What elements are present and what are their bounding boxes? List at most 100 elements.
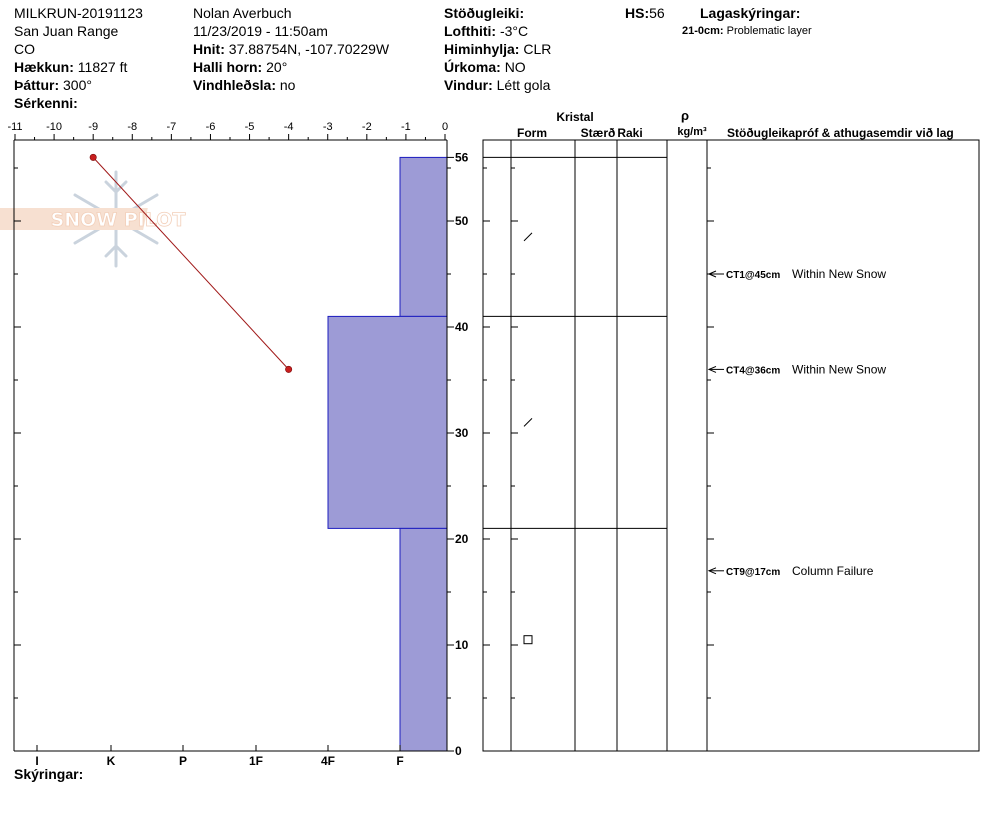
features: Sérkenni: [14, 94, 143, 112]
snowpilot-logo: SNOW PILOT [0, 170, 186, 268]
tests-header: Stöðugleikapróf & athugasemdir við lag [727, 126, 954, 140]
sky-cover-label: Himinhylja: [444, 41, 520, 57]
temperature-point [285, 365, 293, 373]
test-code: CT9@17cm [726, 567, 780, 578]
sky-cover: Himinhylja: CLR [444, 40, 551, 58]
temp-tick-label: -9 [88, 121, 98, 133]
crystal-header: Kristal [556, 110, 593, 124]
test-code: CT1@45cm [726, 270, 780, 281]
elevation-value: 11827 ft [77, 59, 128, 75]
wind-loading: Vindhleðsla: no [193, 76, 389, 94]
layer-note-text: Problematic layer [726, 25, 812, 37]
hardness-tick-label: K [107, 754, 116, 768]
temp-tick-label: -3 [323, 121, 333, 133]
depth-tick-label: 10 [455, 638, 469, 652]
elevation: Hækkun: 11827 ft [14, 58, 143, 76]
test-arrow-head [707, 270, 717, 278]
aspect: Þáttur: 300° [14, 76, 143, 94]
coordinates: Hnit: 37.88754N, -107.70229W [193, 40, 389, 58]
depth-tick-label: 30 [455, 426, 469, 440]
wind-loading-label: Vindhleðsla: [193, 77, 276, 93]
temperature-profile-line [92, 157, 290, 370]
depth-tick-label: 50 [455, 214, 469, 228]
test-arrow-head [707, 567, 717, 575]
test-arrow-head [707, 365, 717, 373]
coordinates-label: Hnit: [193, 41, 225, 57]
hardness-tick-label: I [35, 754, 38, 768]
header-col2: Nolan Averbuch 11/23/2019 - 11:50am Hnit… [193, 4, 389, 94]
precipitation-value: NO [504, 59, 526, 75]
snow-height: HS:56 [625, 4, 665, 22]
size-header: Stærð [581, 126, 616, 140]
sky-cover-value: CLR [523, 41, 552, 57]
test-comment: Within New Snow [792, 362, 886, 376]
coordinates-value: 37.88754N, -107.70229W [228, 41, 390, 57]
header-col1: MILKRUN-20191123 San Juan Range CO Hækku… [14, 4, 143, 112]
temp-tick-label: -4 [284, 121, 294, 133]
depth-tick-label: 56 [455, 150, 469, 164]
stability-label: Stöðugleiki: [444, 5, 525, 21]
temp-tick-label: -6 [206, 121, 216, 133]
profile-id: MILKRUN-20191123 [14, 5, 143, 21]
range-name: San Juan Range [14, 23, 119, 39]
hardness-layer-bar [399, 156, 448, 317]
aspect-label: Þáttur: [14, 77, 60, 93]
layer-note-range: 21-0cm: [682, 25, 724, 37]
hardness-tick-label: 1F [249, 754, 263, 768]
temp-tick-label: -1 [401, 121, 411, 133]
state-name: CO [14, 41, 35, 57]
slope-angle: Halli horn: 20° [193, 58, 389, 76]
observation-datetime: 11/23/2019 - 11:50am [193, 23, 328, 39]
moisture-header: Raki [617, 126, 642, 140]
depth-tick-label: 20 [455, 532, 469, 546]
crystal-tests-panel: Kristal Form Stærð Raki ρ kg/m³ Stöðugleikapró… [482, 108, 980, 752]
temp-tick-label: -5 [245, 121, 255, 133]
temp-tick-label: -11 [7, 121, 22, 133]
test-comment: Column Failure [792, 564, 874, 578]
stability: Stöðugleiki: [444, 4, 551, 22]
precipitation: Úrkoma: NO [444, 58, 551, 76]
logo-band [0, 208, 148, 230]
notes: Skýringar: [14, 765, 83, 783]
notes-label: Skýringar: [14, 766, 84, 782]
wind-loading-value: no [279, 77, 296, 93]
snow-height-label: HS: [625, 5, 650, 21]
features-label: Sérkenni: [14, 95, 78, 111]
header-col3: Stöðugleiki: Lofthiti: -3°C Himinhylja: … [444, 4, 551, 94]
air-temp-label: Lofthiti: [444, 23, 497, 39]
snow-height-value: 56 [649, 5, 665, 21]
test-comment: Within New Snow [792, 267, 886, 281]
wind-label: Vindur: [444, 77, 493, 93]
grain-form-symbol [523, 635, 533, 645]
air-temp: Lofthiti: -3°C [444, 22, 551, 40]
elevation-label: Hækkun: [14, 59, 74, 75]
wind: Vindur: Létt gola [444, 76, 551, 94]
temperature-point [89, 153, 97, 161]
air-temp-value: -3°C [499, 23, 529, 39]
temp-tick-label: -8 [127, 121, 137, 133]
grain-form-symbol [523, 418, 533, 427]
hardness-tick-label: 4F [321, 754, 335, 768]
temp-tick-label: 0 [442, 121, 448, 133]
hardness-tick-label: F [396, 754, 403, 768]
depth-tick-label: 0 [455, 744, 462, 758]
depth-tick-label: 40 [455, 320, 469, 334]
temp-tick-label: -10 [46, 121, 62, 133]
layer-notes-title: Lagaskýringar: [700, 4, 800, 22]
aspect-value: 300° [63, 77, 92, 93]
precipitation-label: Úrkoma: [444, 59, 501, 75]
layer-notes-label: Lagaskýringar: [700, 5, 801, 21]
slope-angle-value: 20° [266, 59, 288, 75]
hardness-tick-label: P [179, 754, 187, 768]
hardness-layer-bar [399, 527, 448, 752]
wind-value: Létt gola [496, 77, 551, 93]
test-code: CT4@36cm [726, 365, 780, 376]
density-symbol: ρ [681, 108, 689, 123]
temp-tick-label: -7 [166, 121, 176, 133]
form-header: Form [517, 126, 547, 140]
crystal-panel-frame [482, 139, 980, 752]
observer-name: Nolan Averbuch [193, 5, 292, 21]
grain-form-symbol [523, 232, 533, 242]
